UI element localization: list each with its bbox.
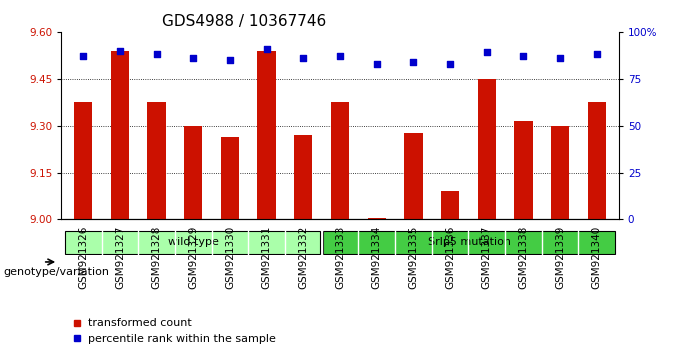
- Point: [481, 50, 492, 55]
- Text: GSM921333: GSM921333: [335, 226, 345, 290]
- Bar: [331, 102, 349, 219]
- Text: wild type: wild type: [168, 238, 219, 247]
- Point: [408, 59, 419, 65]
- Bar: [441, 191, 459, 219]
- Point: [114, 48, 125, 53]
- Bar: [514, 121, 532, 219]
- Bar: [294, 135, 313, 219]
- Point: [224, 57, 235, 63]
- Bar: [367, 218, 386, 219]
- Text: GSM921327: GSM921327: [115, 226, 125, 290]
- Bar: [221, 137, 239, 219]
- Bar: [148, 102, 166, 219]
- Text: GSM921338: GSM921338: [518, 226, 528, 290]
- Point: [78, 53, 88, 59]
- Bar: [551, 126, 569, 219]
- Point: [518, 53, 529, 59]
- Text: GSM921340: GSM921340: [592, 226, 602, 289]
- Bar: [184, 126, 203, 219]
- Bar: [258, 51, 276, 219]
- Text: GSM921336: GSM921336: [445, 226, 455, 290]
- Text: GSM921335: GSM921335: [409, 226, 418, 290]
- Text: GDS4988 / 10367746: GDS4988 / 10367746: [162, 14, 326, 29]
- Text: GSM921329: GSM921329: [188, 226, 199, 290]
- Bar: [74, 102, 92, 219]
- Text: GSM921339: GSM921339: [555, 226, 565, 290]
- Point: [151, 52, 162, 57]
- FancyBboxPatch shape: [65, 232, 320, 253]
- Text: Srlp5 mutation: Srlp5 mutation: [428, 238, 511, 247]
- Point: [335, 53, 345, 59]
- Text: GSM921326: GSM921326: [78, 226, 88, 290]
- Point: [592, 52, 602, 57]
- Bar: [111, 51, 129, 219]
- Text: GSM921337: GSM921337: [481, 226, 492, 290]
- Point: [445, 61, 456, 67]
- Text: GSM921328: GSM921328: [152, 226, 162, 290]
- Text: genotype/variation: genotype/variation: [3, 267, 109, 277]
- Bar: [477, 79, 496, 219]
- Point: [188, 55, 199, 61]
- Text: GSM921334: GSM921334: [372, 226, 381, 290]
- Text: GSM921330: GSM921330: [225, 226, 235, 289]
- Point: [371, 61, 382, 67]
- Text: GSM921332: GSM921332: [299, 226, 308, 290]
- FancyBboxPatch shape: [324, 232, 615, 253]
- Text: GSM921331: GSM921331: [262, 226, 271, 290]
- Bar: [404, 133, 422, 219]
- Point: [261, 46, 272, 52]
- Point: [298, 55, 309, 61]
- Point: [555, 55, 566, 61]
- Bar: [588, 102, 606, 219]
- Legend: transformed count, percentile rank within the sample: transformed count, percentile rank withi…: [67, 314, 280, 348]
